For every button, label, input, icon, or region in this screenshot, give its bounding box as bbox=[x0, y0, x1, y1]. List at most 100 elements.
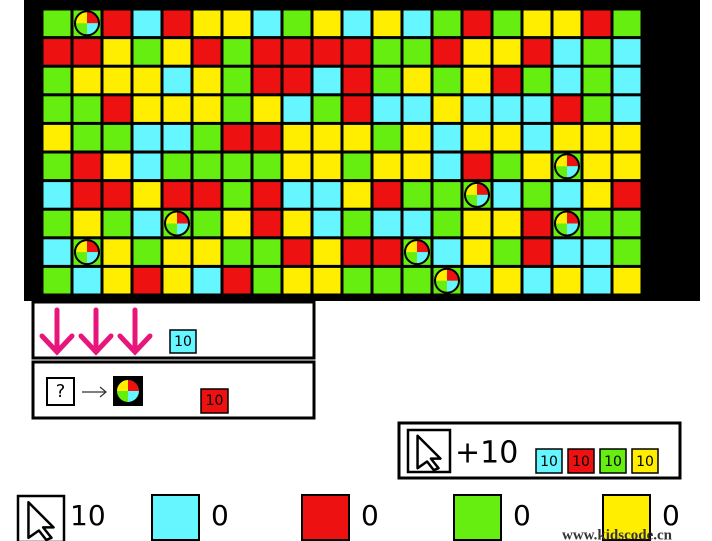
cell bbox=[373, 239, 401, 265]
rainbow-ball-icon bbox=[115, 378, 141, 404]
ball-quadrant bbox=[447, 268, 459, 281]
cell bbox=[463, 96, 491, 122]
cell bbox=[283, 239, 311, 265]
ball-outline bbox=[74, 10, 100, 37]
cell bbox=[163, 67, 191, 94]
ball-quadrant bbox=[447, 280, 459, 293]
ball-quadrant bbox=[116, 379, 128, 391]
ball-quadrant bbox=[477, 182, 489, 195]
cell bbox=[463, 239, 491, 265]
cell bbox=[433, 67, 461, 94]
cell bbox=[463, 124, 491, 151]
cell bbox=[253, 96, 281, 122]
cell bbox=[613, 124, 641, 151]
cell bbox=[133, 210, 161, 237]
red-badge bbox=[200, 388, 229, 414]
cell bbox=[313, 67, 341, 94]
cell bbox=[73, 124, 101, 151]
cell bbox=[223, 67, 251, 94]
watermark: www.kidscode.cn bbox=[562, 527, 673, 541]
ball-quadrant bbox=[477, 194, 489, 207]
rainbow-ball bbox=[464, 181, 490, 208]
cell bbox=[433, 39, 461, 65]
ball-quadrant bbox=[87, 23, 99, 36]
cell bbox=[583, 96, 611, 122]
cell bbox=[613, 182, 641, 208]
cursor-icon bbox=[406, 428, 452, 474]
cell bbox=[493, 96, 521, 122]
cell bbox=[403, 39, 431, 65]
cell bbox=[43, 10, 71, 37]
cell bbox=[43, 267, 71, 294]
cell bbox=[583, 182, 611, 208]
ball-quadrant bbox=[405, 240, 417, 253]
cell bbox=[133, 10, 161, 37]
cell bbox=[553, 124, 581, 151]
cell bbox=[463, 153, 491, 180]
rainbow-ball bbox=[554, 210, 580, 237]
cell bbox=[223, 39, 251, 65]
ball-outline bbox=[164, 210, 190, 237]
cell bbox=[493, 210, 521, 237]
color-badge bbox=[599, 448, 627, 474]
cursor-arrow bbox=[27, 501, 55, 541]
cell bbox=[553, 182, 581, 208]
ball-quadrant bbox=[165, 211, 177, 224]
cell bbox=[553, 239, 581, 265]
cell bbox=[193, 96, 221, 122]
cell bbox=[433, 210, 461, 237]
cell bbox=[193, 67, 221, 94]
cell bbox=[43, 210, 71, 237]
rainbow-ball bbox=[164, 210, 190, 237]
cell bbox=[253, 10, 281, 37]
cell bbox=[253, 67, 281, 94]
cell bbox=[583, 210, 611, 237]
count-text: 0 bbox=[662, 499, 680, 532]
cell bbox=[373, 182, 401, 208]
cell bbox=[253, 239, 281, 265]
cell bbox=[163, 10, 191, 37]
cell bbox=[343, 239, 371, 265]
ball-quadrant bbox=[435, 280, 447, 293]
cell bbox=[403, 67, 431, 94]
cell bbox=[313, 153, 341, 180]
ball-quadrant bbox=[555, 154, 567, 167]
cell bbox=[493, 10, 521, 37]
cell bbox=[43, 153, 71, 180]
cell bbox=[343, 182, 371, 208]
cell bbox=[223, 239, 251, 265]
ball-quadrant bbox=[567, 211, 579, 224]
rainbow-ball bbox=[74, 239, 100, 266]
color-swatch bbox=[602, 494, 651, 541]
cell bbox=[223, 153, 251, 180]
ball-outline bbox=[434, 267, 460, 294]
cell bbox=[103, 182, 131, 208]
ball-quadrant bbox=[567, 166, 579, 179]
ball-outline bbox=[115, 378, 141, 404]
cell bbox=[313, 124, 341, 151]
cell bbox=[523, 210, 551, 237]
cell bbox=[403, 124, 431, 151]
cell bbox=[103, 10, 131, 37]
cell bbox=[73, 182, 101, 208]
cell bbox=[403, 10, 431, 37]
cell bbox=[193, 267, 221, 294]
question-box bbox=[46, 377, 75, 406]
cell bbox=[283, 210, 311, 237]
cell bbox=[433, 96, 461, 122]
cell bbox=[43, 96, 71, 122]
cell bbox=[583, 39, 611, 65]
ball-quadrant bbox=[128, 379, 140, 391]
rainbow-ball bbox=[554, 153, 580, 180]
cell bbox=[553, 67, 581, 94]
cell bbox=[373, 153, 401, 180]
cell bbox=[433, 182, 461, 208]
cell bbox=[313, 39, 341, 65]
cell bbox=[463, 67, 491, 94]
ball-quadrant bbox=[116, 391, 128, 403]
cell bbox=[553, 10, 581, 37]
cell bbox=[433, 239, 461, 265]
cell bbox=[373, 39, 401, 65]
cell bbox=[343, 124, 371, 151]
